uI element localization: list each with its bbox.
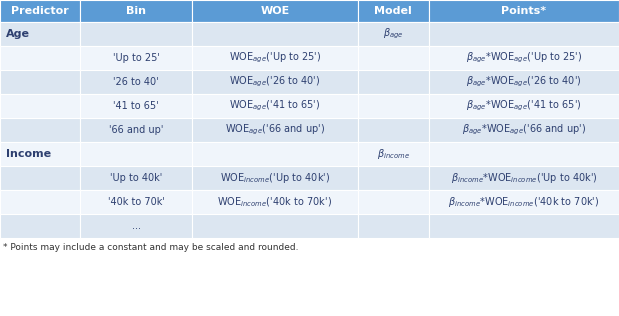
Bar	[0, 70, 80, 94]
Bar	[80, 0, 192, 22]
Bar	[358, 190, 429, 214]
Bar	[429, 166, 619, 190]
Bar	[80, 142, 192, 166]
Bar	[80, 70, 192, 94]
Text: * Points may include a constant and may be scaled and rounded.: * Points may include a constant and may …	[3, 243, 298, 252]
Bar	[429, 0, 619, 22]
Text: Predictor: Predictor	[11, 6, 69, 16]
Text: $\mathrm{WOE}_{age}$('66 and up'): $\mathrm{WOE}_{age}$('66 and up')	[225, 123, 325, 137]
Bar	[358, 142, 429, 166]
Bar	[192, 0, 358, 22]
Text: '41 to 65': '41 to 65'	[113, 101, 159, 111]
Bar	[358, 0, 429, 22]
Text: $\beta_{age}$: $\beta_{age}$	[383, 27, 404, 41]
Bar	[358, 46, 429, 70]
Bar	[429, 142, 619, 166]
Bar	[192, 94, 358, 118]
Text: WOE: WOE	[260, 6, 290, 16]
Text: Age: Age	[6, 29, 30, 39]
Bar	[192, 166, 358, 190]
Bar	[0, 46, 80, 70]
Bar	[80, 118, 192, 142]
Bar	[429, 94, 619, 118]
Bar	[358, 118, 429, 142]
Text: $\beta_{age}$*$\mathrm{WOE}_{age}$('26 to 40'): $\beta_{age}$*$\mathrm{WOE}_{age}$('26 t…	[466, 75, 582, 89]
Bar	[0, 214, 80, 238]
Text: $\mathrm{WOE}_{age}$('41 to 65'): $\mathrm{WOE}_{age}$('41 to 65')	[229, 99, 321, 113]
Text: $\mathrm{WOE}_{age}$('Up to 25'): $\mathrm{WOE}_{age}$('Up to 25')	[228, 51, 321, 65]
Bar	[429, 214, 619, 238]
Bar	[429, 46, 619, 70]
Text: $\beta_{age}$*$\mathrm{WOE}_{age}$('41 to 65'): $\beta_{age}$*$\mathrm{WOE}_{age}$('41 t…	[466, 99, 582, 113]
Text: '26 to 40': '26 to 40'	[113, 77, 159, 87]
Text: $\mathrm{WOE}_{age}$('26 to 40'): $\mathrm{WOE}_{age}$('26 to 40')	[229, 75, 321, 89]
Bar	[0, 166, 80, 190]
Text: $\beta_{income}$: $\beta_{income}$	[377, 147, 410, 161]
Bar	[0, 0, 80, 22]
Text: '66 and up': '66 and up'	[109, 125, 163, 135]
Bar	[0, 22, 80, 46]
Bar	[358, 214, 429, 238]
Bar	[192, 190, 358, 214]
Bar	[80, 22, 192, 46]
Text: $\mathrm{WOE}_{income}$('40k to 70k'): $\mathrm{WOE}_{income}$('40k to 70k')	[217, 195, 332, 209]
Bar	[429, 118, 619, 142]
Bar	[192, 22, 358, 46]
Bar	[80, 214, 192, 238]
Text: $\beta_{income}$*$\mathrm{WOE}_{income}$('40k to 70k'): $\beta_{income}$*$\mathrm{WOE}_{income}$…	[448, 195, 600, 209]
Bar	[358, 22, 429, 46]
Bar	[80, 190, 192, 214]
Bar	[429, 22, 619, 46]
Bar	[80, 46, 192, 70]
Bar	[358, 94, 429, 118]
Bar	[80, 166, 192, 190]
Bar	[0, 94, 80, 118]
Text: '40k to 70k': '40k to 70k'	[108, 197, 165, 207]
Bar	[358, 166, 429, 190]
Text: $\beta_{age}$*$\mathrm{WOE}_{age}$('66 and up'): $\beta_{age}$*$\mathrm{WOE}_{age}$('66 a…	[462, 123, 586, 137]
Bar	[80, 94, 192, 118]
Bar	[192, 142, 358, 166]
Bar	[192, 214, 358, 238]
Text: $\mathrm{WOE}_{income}$('Up to 40k'): $\mathrm{WOE}_{income}$('Up to 40k')	[220, 171, 330, 185]
Text: Income: Income	[6, 149, 51, 159]
Bar	[358, 70, 429, 94]
Bar	[192, 46, 358, 70]
Text: Bin: Bin	[126, 6, 146, 16]
Bar	[0, 190, 80, 214]
Bar	[0, 142, 80, 166]
Bar	[0, 118, 80, 142]
Text: Model: Model	[374, 6, 412, 16]
Bar	[192, 118, 358, 142]
Text: 'Up to 25': 'Up to 25'	[113, 53, 160, 63]
Bar	[429, 190, 619, 214]
Text: 'Up to 40k': 'Up to 40k'	[110, 173, 162, 183]
Bar	[429, 70, 619, 94]
Text: $\beta_{age}$*$\mathrm{WOE}_{age}$('Up to 25'): $\beta_{age}$*$\mathrm{WOE}_{age}$('Up t…	[465, 51, 582, 65]
Bar	[192, 70, 358, 94]
Text: $\beta_{income}$*$\mathrm{WOE}_{income}$('Up to 40k'): $\beta_{income}$*$\mathrm{WOE}_{income}$…	[451, 171, 597, 185]
Text: ...: ...	[132, 221, 141, 231]
Text: Points*: Points*	[501, 6, 547, 16]
